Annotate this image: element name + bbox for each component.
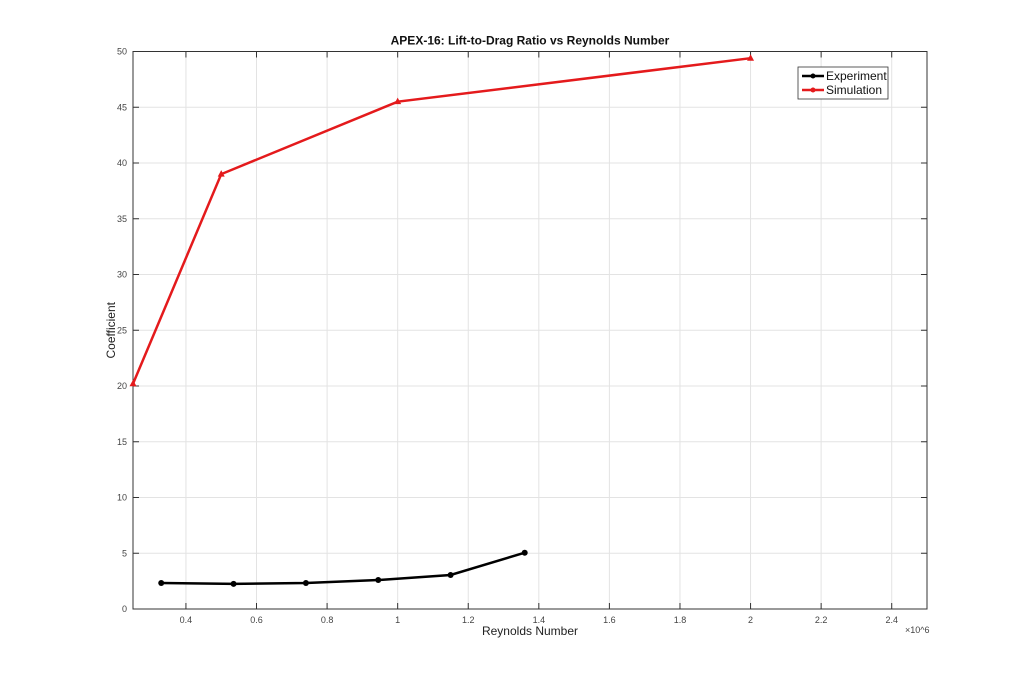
legend-marker — [810, 73, 816, 79]
x-tick-label: 1 — [395, 615, 400, 625]
x-tick-label: 2 — [748, 615, 753, 625]
x-tick-label: 0.8 — [321, 615, 334, 625]
y-tick-label: 0 — [122, 604, 127, 614]
y-tick-label: 30 — [117, 270, 127, 280]
y-tick-label: 35 — [117, 214, 127, 224]
experiment-point — [302, 580, 309, 587]
x-tick-label: 1.4 — [533, 615, 546, 625]
simulation-line — [131, 56, 751, 385]
legend-box — [797, 66, 889, 100]
simulation-point — [394, 97, 402, 105]
y-tick-label: 45 — [117, 102, 127, 112]
x-tick-label: 0.6 — [250, 615, 263, 625]
x-tick-label: 1.2 — [462, 615, 475, 625]
y-axis-label: Coefficient — [104, 301, 118, 358]
legend-label: Simulation — [826, 83, 882, 97]
series-group — [129, 54, 755, 587]
simulation-point — [217, 170, 225, 177]
y-tick-label: 10 — [117, 493, 127, 503]
grid — [133, 51, 927, 610]
y-tick-label: 20 — [117, 381, 127, 391]
x-tick-label: 2.2 — [815, 615, 828, 625]
y-tick-label: 15 — [117, 437, 127, 447]
simulation-point — [129, 379, 137, 387]
x-tick-label: 1.8 — [674, 615, 687, 625]
chart-title: APEX-16: Lift-to-Drag Ratio vs Reynolds … — [391, 34, 670, 48]
experiment-point — [230, 580, 237, 587]
axis-ticks: 0.4 0.6 0.8 1 1.2 1.4 1.6 1.8 2 2.2 2.4 0 5 10 15 20 25 3… — [117, 47, 927, 625]
x-axis-label: Reynolds Number — [482, 624, 578, 638]
y-tick-label: 50 — [117, 47, 127, 57]
x-tick-label: 0.4 — [180, 615, 193, 625]
experiment-line — [161, 551, 526, 586]
experiment-point — [158, 580, 165, 587]
simulation-point — [747, 54, 755, 61]
x-tick-label: 2.4 — [885, 615, 898, 625]
x-tick-label: 1.6 — [603, 615, 616, 625]
y-tick-label: 25 — [117, 325, 127, 335]
y-tick-label: 40 — [117, 158, 127, 168]
y-tick-label: 5 — [122, 548, 127, 558]
legend-marker — [810, 87, 816, 93]
experiment-point — [375, 577, 382, 584]
legend-label: Experiment — [826, 69, 887, 83]
experiment-point — [447, 571, 454, 578]
experiment-point — [521, 549, 528, 556]
x-exponent-label: ×10^6 — [905, 625, 930, 635]
